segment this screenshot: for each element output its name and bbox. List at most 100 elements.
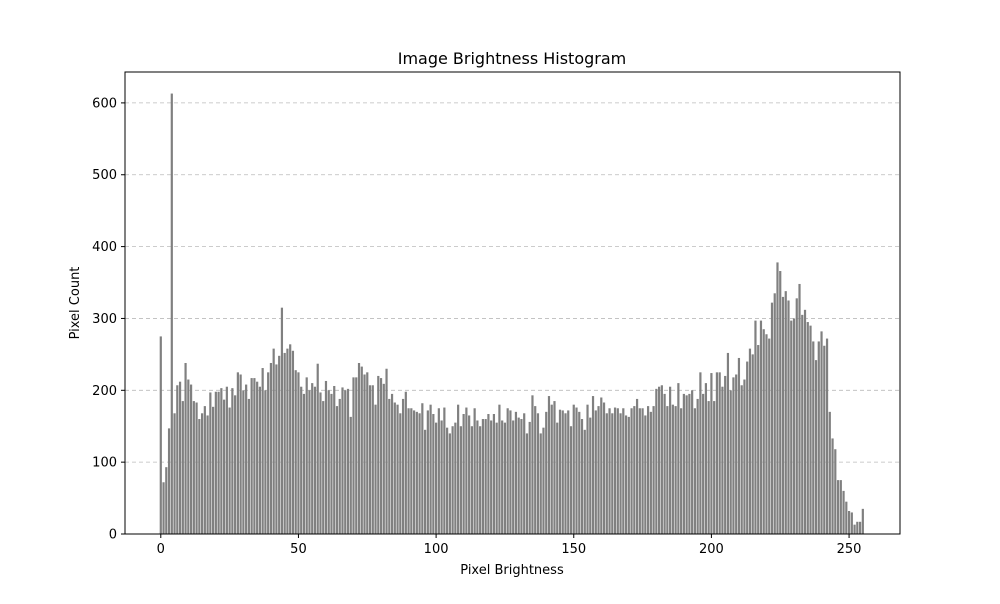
bar bbox=[479, 426, 482, 534]
bar bbox=[798, 283, 801, 534]
bar bbox=[790, 320, 793, 534]
bar bbox=[737, 357, 741, 534]
bar bbox=[214, 391, 217, 534]
bar bbox=[624, 415, 628, 534]
bar bbox=[575, 407, 578, 534]
bar bbox=[759, 320, 763, 534]
x-tick-label: 50 bbox=[290, 542, 307, 557]
bar bbox=[671, 404, 674, 534]
bar bbox=[333, 385, 336, 534]
bar bbox=[817, 341, 820, 534]
bar bbox=[390, 393, 394, 534]
bar bbox=[702, 393, 705, 534]
bar bbox=[608, 408, 611, 534]
bar bbox=[768, 338, 771, 534]
bar bbox=[627, 416, 630, 534]
bar bbox=[531, 395, 534, 534]
bar bbox=[809, 325, 812, 534]
bar bbox=[740, 385, 743, 534]
bar bbox=[393, 402, 396, 534]
bar bbox=[435, 422, 438, 534]
bar bbox=[415, 411, 418, 534]
bar bbox=[611, 413, 614, 534]
bar bbox=[506, 408, 509, 534]
bar bbox=[178, 381, 182, 534]
bar bbox=[542, 427, 545, 534]
bar bbox=[231, 388, 234, 534]
bar bbox=[715, 372, 719, 534]
bar bbox=[429, 404, 432, 534]
bar bbox=[641, 408, 644, 534]
bar bbox=[713, 401, 716, 534]
bar bbox=[250, 378, 253, 534]
bar bbox=[828, 411, 831, 534]
bar bbox=[473, 408, 476, 534]
bar bbox=[561, 410, 564, 534]
bar bbox=[462, 414, 465, 534]
bar bbox=[167, 428, 171, 534]
bar bbox=[564, 413, 567, 534]
bar bbox=[814, 360, 818, 534]
bar bbox=[448, 433, 451, 534]
bar bbox=[660, 385, 663, 534]
bar bbox=[437, 408, 440, 534]
y-tick-label: 0 bbox=[109, 528, 117, 543]
bar bbox=[856, 521, 859, 534]
bar bbox=[693, 408, 696, 534]
bar bbox=[291, 350, 295, 534]
bar bbox=[600, 397, 603, 534]
bar bbox=[217, 391, 220, 534]
bar bbox=[349, 416, 352, 534]
bar bbox=[242, 390, 245, 534]
bar bbox=[267, 372, 270, 534]
bar bbox=[666, 406, 669, 534]
bar bbox=[704, 383, 708, 534]
bar bbox=[528, 421, 531, 534]
bar bbox=[748, 348, 752, 534]
bar bbox=[836, 480, 840, 534]
bar bbox=[803, 309, 807, 534]
bar bbox=[721, 386, 724, 534]
bar bbox=[685, 395, 688, 534]
bar bbox=[751, 354, 754, 534]
bar bbox=[459, 426, 462, 534]
bar bbox=[677, 383, 680, 534]
bar bbox=[247, 398, 250, 534]
bar bbox=[324, 380, 328, 534]
bar bbox=[492, 414, 496, 534]
bar bbox=[602, 402, 606, 534]
bar bbox=[330, 393, 333, 534]
x-axis-label: Pixel Brightness bbox=[460, 563, 564, 578]
bar bbox=[550, 404, 553, 534]
bar bbox=[724, 375, 727, 534]
bar bbox=[338, 398, 341, 534]
bar bbox=[545, 411, 548, 534]
bar bbox=[850, 512, 853, 534]
bar bbox=[580, 419, 584, 534]
bar bbox=[225, 386, 228, 534]
bar bbox=[181, 401, 184, 534]
bar bbox=[512, 420, 515, 534]
bar bbox=[327, 390, 330, 534]
bar bbox=[401, 398, 405, 534]
bar bbox=[344, 390, 347, 534]
bar bbox=[272, 348, 275, 534]
bar bbox=[707, 401, 710, 534]
bar bbox=[779, 271, 782, 534]
bar bbox=[726, 352, 730, 534]
bar bbox=[674, 406, 677, 534]
bar bbox=[457, 404, 460, 534]
bar bbox=[806, 322, 809, 534]
x-tick-label: 0 bbox=[157, 542, 165, 557]
bar bbox=[776, 262, 779, 534]
bar bbox=[286, 348, 289, 534]
bar bbox=[765, 334, 768, 534]
bar bbox=[423, 429, 427, 534]
y-axis-label: Pixel Count bbox=[68, 267, 83, 340]
bar bbox=[630, 408, 633, 534]
bar bbox=[451, 426, 454, 534]
bar bbox=[269, 362, 273, 534]
bar bbox=[368, 385, 372, 534]
bar bbox=[773, 293, 776, 534]
bar bbox=[591, 396, 595, 534]
